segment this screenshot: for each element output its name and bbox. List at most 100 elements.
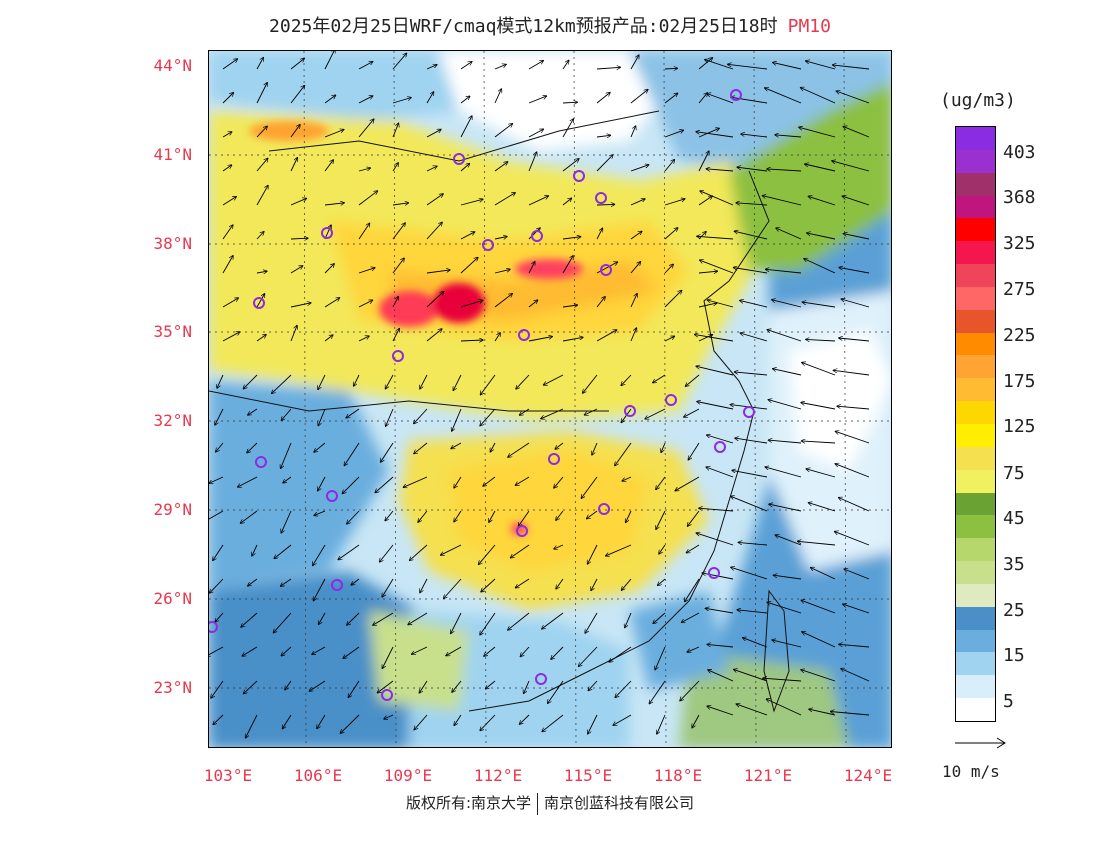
- lon-label-106: 106°E: [293, 766, 343, 785]
- wind-arrow: [844, 569, 870, 580]
- wind-arrow: [238, 476, 258, 487]
- wind-arrow: [578, 646, 598, 667]
- wind-arrow: [215, 408, 224, 425]
- wind-arrow: [802, 302, 836, 308]
- wind-arrow: [318, 374, 326, 390]
- colorbar-swatch: [956, 286, 995, 310]
- wind-arrow: [630, 231, 642, 240]
- wind-arrow: [392, 163, 398, 172]
- wind-arrow: [460, 96, 470, 104]
- wind-arrow: [687, 510, 700, 526]
- wind-arrow: [615, 442, 632, 466]
- wind-arrow: [528, 228, 540, 240]
- wind-arrow: [664, 68, 678, 69]
- wind-arrow: [528, 196, 549, 206]
- wind-arrow: [802, 362, 836, 376]
- wind-arrow: [768, 440, 802, 444]
- colorbar-swatch: [956, 149, 995, 173]
- wind-arrow: [801, 403, 836, 410]
- wind-arrow: [216, 442, 224, 452]
- wind-arrow: [841, 669, 870, 682]
- wind-arrow: [799, 127, 836, 138]
- wind-arrow: [358, 119, 374, 138]
- wind-arrow: [806, 339, 836, 341]
- wind-arrow: [460, 300, 483, 308]
- wind-arrow: [732, 470, 768, 478]
- wind-arrow: [773, 575, 802, 580]
- colorbar-label: 45: [1003, 508, 1025, 529]
- wind-arrow: [661, 442, 666, 453]
- wind-arrow: [588, 714, 598, 734]
- wind-arrow: [494, 89, 502, 104]
- wind-arrow: [562, 337, 583, 342]
- wind-arrow: [418, 510, 428, 522]
- wind-arrow: [209, 510, 224, 520]
- wind-arrow: [508, 442, 530, 457]
- city-marker: [326, 490, 338, 502]
- wind-arrow: [426, 166, 437, 172]
- wind-arrow: [392, 258, 404, 274]
- colorbar-swatch: [956, 401, 995, 424]
- wind-arrow: [542, 612, 564, 629]
- wind-arrow: [222, 197, 236, 206]
- wind-arrow: [801, 441, 836, 444]
- wind-arrow: [698, 196, 712, 206]
- wind-arrow: [698, 303, 717, 308]
- title-main: 2025年02月25日WRF/cmaq模式12km预报产品:02月25日18时: [269, 16, 778, 37]
- city-marker: [730, 89, 742, 101]
- wind-arrow: [426, 194, 443, 206]
- wind-arrow: [664, 290, 682, 308]
- wind-arrow: [342, 476, 360, 494]
- wind-arrow: [285, 680, 292, 690]
- wind-arrow: [403, 476, 428, 487]
- colorbar-swatch: [956, 606, 995, 630]
- wind-arrow: [209, 578, 224, 593]
- city-marker: [624, 405, 636, 417]
- city-marker: [573, 170, 585, 182]
- wind-arrow: [801, 670, 836, 682]
- wind-arrow: [256, 271, 267, 273]
- wind-arrow: [562, 60, 569, 70]
- wind-arrow: [664, 228, 678, 240]
- wind-arrow: [705, 608, 734, 614]
- wind-arrow: [808, 503, 836, 512]
- colorbar-swatch: [956, 172, 995, 196]
- colorbar-unit: (ug/m3): [940, 90, 1016, 111]
- wind-arrow: [515, 476, 530, 485]
- wind-arrow: [344, 442, 360, 466]
- footer-separator: [537, 792, 539, 815]
- wind-arrow: [440, 544, 462, 555]
- wind-arrow: [324, 225, 331, 240]
- wind-arrow: [426, 222, 442, 240]
- wind-arrow: [256, 83, 267, 104]
- city-marker: [548, 453, 560, 465]
- wind-arrow: [688, 442, 700, 460]
- wind-arrow: [243, 374, 258, 389]
- city-marker: [531, 230, 543, 242]
- wind-arrow: [768, 400, 802, 410]
- wind-arrow: [767, 169, 802, 172]
- wind-arrow: [528, 129, 544, 138]
- wind-arrow: [700, 260, 734, 274]
- wind-arrow: [281, 408, 292, 421]
- colorbar-swatch: [956, 583, 995, 607]
- wind-arrow: [454, 476, 462, 488]
- wind-arrow: [585, 612, 598, 633]
- city-marker: [392, 350, 404, 362]
- colorbar-swatch: [956, 652, 995, 676]
- wind-arrow: [802, 632, 836, 648]
- wind-arrow: [839, 644, 870, 648]
- wind-arrow: [241, 612, 258, 627]
- wind-arrow: [215, 612, 224, 622]
- wind-arrow: [411, 646, 428, 654]
- colorbar-label: 403: [1003, 142, 1036, 163]
- wind-arrow: [222, 93, 234, 104]
- wind-arrow: [740, 333, 768, 342]
- wind-arrow: [256, 335, 266, 342]
- city-marker: [518, 329, 530, 341]
- city-marker: [535, 673, 547, 685]
- wind-arrow: [426, 92, 434, 104]
- lat-label-41: 41°N: [153, 145, 192, 164]
- wind-arrow: [382, 578, 394, 597]
- wind-arrow: [841, 299, 870, 308]
